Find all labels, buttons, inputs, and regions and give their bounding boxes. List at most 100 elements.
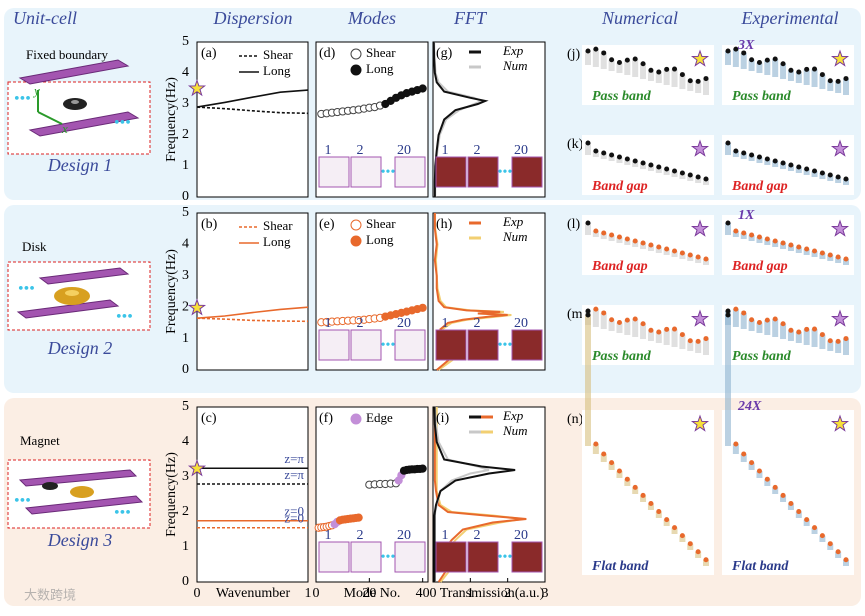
- sim-dot: [843, 336, 849, 342]
- unit-cell-3: ••• •••: [7, 459, 151, 529]
- sim-dot: [843, 557, 849, 563]
- sim-dot: [672, 326, 678, 332]
- sim-dot: [741, 310, 747, 316]
- panel-label: (j): [567, 47, 581, 62]
- sim-dot: [804, 66, 810, 72]
- sim-dot: [764, 236, 770, 242]
- y-tick-label: 0: [182, 362, 189, 377]
- mode-point: [354, 513, 363, 522]
- sim-dot: [632, 238, 638, 244]
- sim-dot: [640, 321, 646, 327]
- y-tick-label: 4: [182, 65, 189, 80]
- sim-dot: [672, 248, 678, 254]
- inset-label: 20: [397, 528, 411, 543]
- sim-dot: [656, 244, 662, 250]
- legend-swatch: [350, 235, 362, 247]
- fft-line: [433, 406, 516, 582]
- band-text: Band gap: [731, 259, 788, 274]
- sim-dot: [679, 533, 685, 539]
- panel-label: (c): [201, 411, 217, 426]
- sim-dot: [616, 320, 622, 326]
- star: [690, 49, 710, 67]
- svg-text:•••: •••: [18, 281, 35, 298]
- inset-image: [350, 329, 382, 361]
- legend-text: Long: [366, 61, 394, 76]
- sim-dot: [679, 170, 685, 176]
- legend-text: Exp: [502, 408, 524, 423]
- sim-dot: [648, 242, 654, 248]
- y-tick-label: 4: [182, 434, 189, 449]
- inset-image: [435, 541, 467, 573]
- inset-label: 2: [474, 528, 481, 543]
- sim-dot: [593, 228, 599, 234]
- sim-dot: [687, 78, 693, 84]
- inset-image: [511, 541, 543, 573]
- sim-dot: [609, 57, 615, 63]
- inset-image: [435, 156, 467, 188]
- sim-dot: [843, 76, 849, 82]
- star: [830, 219, 850, 237]
- sim-dot: [664, 246, 670, 252]
- sim-dot: [772, 238, 778, 244]
- sim-dot: [780, 160, 786, 166]
- column-header: Modes: [347, 8, 396, 28]
- legend-text: Exp: [502, 214, 524, 229]
- sim-dot: [609, 460, 615, 466]
- inset-dots: •••: [498, 338, 513, 353]
- sim-dot: [679, 332, 685, 338]
- sim-dot: [843, 176, 849, 182]
- legend-swatch: [350, 413, 362, 425]
- sim-dot: [632, 56, 638, 62]
- sim-dot: [780, 492, 786, 498]
- sim-dot: [695, 78, 701, 84]
- unit-text: Fixed boundary: [26, 47, 108, 62]
- sim-dot: [812, 525, 818, 531]
- sim-dot: [640, 160, 646, 166]
- column-header: Numerical: [601, 8, 678, 28]
- legend-text: Num: [502, 423, 528, 438]
- sim-dot: [687, 252, 693, 258]
- sim-dot: [679, 72, 685, 78]
- inset-label: 20: [514, 143, 528, 158]
- column-header: Dispersion: [212, 8, 292, 28]
- sim-dot: [672, 168, 678, 174]
- sim-dot: [585, 220, 591, 226]
- sim-dot: [796, 69, 802, 75]
- unit-text: Disk: [22, 239, 47, 254]
- y-tick-label: 1: [182, 158, 189, 173]
- inset-image: [435, 329, 467, 361]
- panel-label: (a): [201, 46, 217, 61]
- sim-dot: [756, 320, 762, 326]
- fft-line: [435, 407, 523, 583]
- sim-dot: [780, 61, 786, 67]
- sim-dot: [632, 484, 638, 490]
- sim-dot: [648, 501, 654, 506]
- legend-swatch: [350, 64, 362, 76]
- y-tick-label: 1: [182, 331, 189, 346]
- sim-dot: [624, 317, 630, 323]
- sim-dot: [843, 256, 849, 262]
- sim-dot: [703, 176, 709, 182]
- sim-dot: [756, 154, 762, 160]
- inset-label: 1: [325, 316, 332, 331]
- y-tick-label: 5: [182, 205, 189, 220]
- inset-label: 20: [397, 143, 411, 158]
- y-tick-label: 5: [182, 399, 189, 414]
- y-tick-label: 0: [182, 189, 189, 204]
- legend-text: Shear: [366, 45, 396, 60]
- sim-dot: [725, 308, 731, 314]
- legend-text: Long: [263, 63, 291, 78]
- sim-dot: [609, 232, 615, 238]
- sim-dot: [819, 72, 825, 78]
- sim-dot: [741, 451, 747, 457]
- sim-dot: [616, 154, 622, 160]
- sim-dot: [585, 48, 591, 54]
- sim-dot: [764, 57, 770, 63]
- inset-dots: •••: [498, 165, 513, 180]
- sim-dot: [687, 338, 693, 344]
- inset-dots: •••: [381, 550, 396, 565]
- sim-dot: [624, 236, 630, 242]
- sim-dot: [624, 156, 630, 162]
- sim-dot: [656, 164, 662, 170]
- y-tick-label: 5: [182, 34, 189, 49]
